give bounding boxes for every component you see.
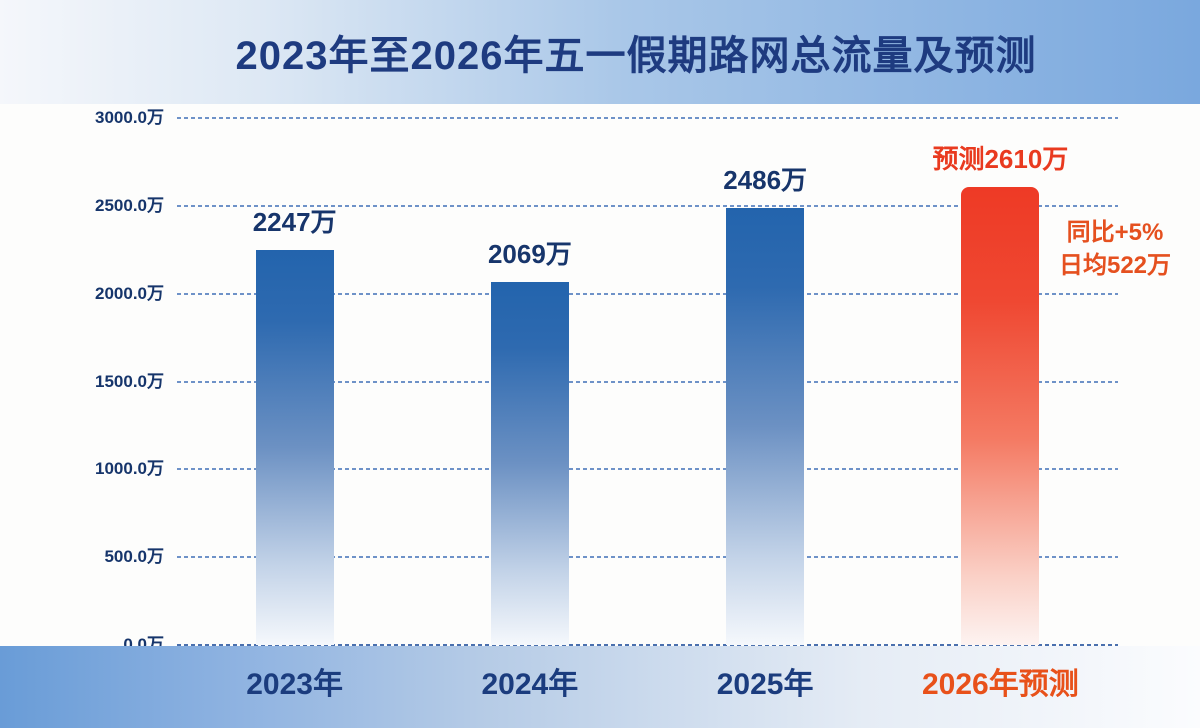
bar-value-label-2025年: 2486万 xyxy=(723,165,808,196)
x-tick-label-2026年预测: 2026年预测 xyxy=(922,668,1079,701)
annotation-yoy-text: 同比+5% xyxy=(1066,219,1164,246)
bar-2026年预测 xyxy=(961,186,1040,645)
gridline-2000.0万 xyxy=(177,292,1118,295)
bar-2024年 xyxy=(490,281,569,645)
x-tick-label-2025年: 2025年 xyxy=(716,668,814,701)
forecast-annotation: 同比+5% 日均522万 xyxy=(1038,216,1192,282)
bar-2025年 xyxy=(726,208,805,645)
y-tick-label-2000.0万: 2000.0万 xyxy=(95,283,164,303)
gridline-1000.0万 xyxy=(177,468,1118,471)
bar-value-label-2024年: 2069万 xyxy=(487,238,572,269)
bar-2023年 xyxy=(255,250,334,645)
x-tick-label-2023年: 2023年 xyxy=(246,668,343,701)
y-tick-label-1000.0万: 1000.0万 xyxy=(95,459,164,479)
y-tick-label-1500.0万: 1500.0万 xyxy=(95,371,164,391)
header-band: 2023年至2026年五一假期路网总流量及预测 xyxy=(0,0,1200,104)
gridline-3000.0万 xyxy=(177,117,1118,119)
annotation-daily-avg-text: 日均522万 xyxy=(1058,252,1172,279)
y-tick-label-500.0万: 500.0万 xyxy=(104,547,164,567)
gridline-0.0万 xyxy=(177,644,1118,646)
plot-area: 2247万 2069万 2486万 预测2610万 xyxy=(177,117,1118,646)
gridline-500.0万 xyxy=(177,556,1118,559)
y-tick-label-2500.0万: 2500.0万 xyxy=(95,195,164,215)
bar-value-label-2023年: 2247万 xyxy=(252,207,337,238)
chart-title: 2023年至2026年五一假期路网总流量及预测 xyxy=(235,34,1037,78)
bottom-band: 2023年 2024年 2025年 2026年预测 xyxy=(0,646,1200,728)
x-tick-label-2024年: 2024年 xyxy=(481,668,579,701)
bar-value-label-2026年预测: 预测2610万 xyxy=(932,143,1069,174)
y-axis-labels: 3000.0万 2500.0万 2000.0万 1500.0万 1000.0万 500.0… xyxy=(0,0,168,728)
gridline-1500.0万 xyxy=(177,380,1118,383)
y-tick-label-3000.0万: 3000.0万 xyxy=(95,108,164,127)
gridline-2500.0万 xyxy=(177,204,1118,207)
